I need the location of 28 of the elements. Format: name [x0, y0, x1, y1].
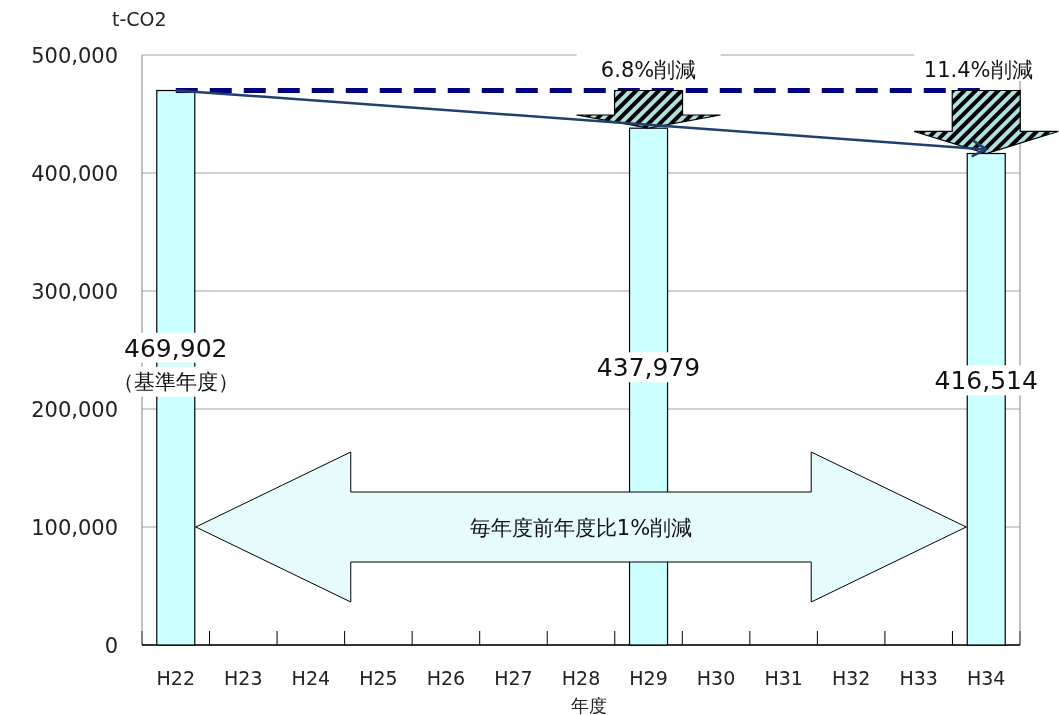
x-tick-label: H24 [291, 667, 331, 689]
annotation: （基準年度） [112, 369, 239, 394]
y-tick-label: 200,000 [31, 398, 118, 422]
x-tick-label: H31 [764, 667, 803, 689]
x-tick-label: H26 [426, 667, 466, 689]
x-tick-label: H28 [561, 667, 601, 689]
data-label: 416,514 [934, 366, 1038, 396]
x-tick-label: H29 [629, 667, 668, 689]
x-tick-label: H23 [224, 667, 263, 689]
x-tick-label: H33 [899, 667, 938, 689]
x-tick-label: H25 [359, 667, 398, 689]
y-tick-label: 500,000 [31, 44, 118, 68]
x-tick-label: H34 [967, 667, 1006, 689]
annotation: 11.4%削減 [923, 58, 1033, 82]
y-tick-label: 400,000 [31, 162, 118, 186]
x-tick-label: H32 [831, 667, 871, 689]
y-tick-label: 300,000 [31, 280, 118, 304]
y-tick-label: 100,000 [31, 516, 118, 540]
annotation: 6.8%削減 [600, 58, 697, 82]
data-label: 437,979 [596, 353, 701, 383]
y-axis-title: t-CO2 [112, 8, 167, 30]
y-tick-label: 0 [104, 634, 118, 658]
data-label: 469,902 [124, 333, 228, 363]
annotation: 毎年度前年度比1%削減 [469, 516, 693, 540]
x-tick-label: H22 [156, 667, 195, 689]
x-axis-title: 年度 [571, 695, 607, 715]
x-tick-label: H27 [494, 667, 533, 689]
x-tick-label: H30 [696, 667, 736, 689]
